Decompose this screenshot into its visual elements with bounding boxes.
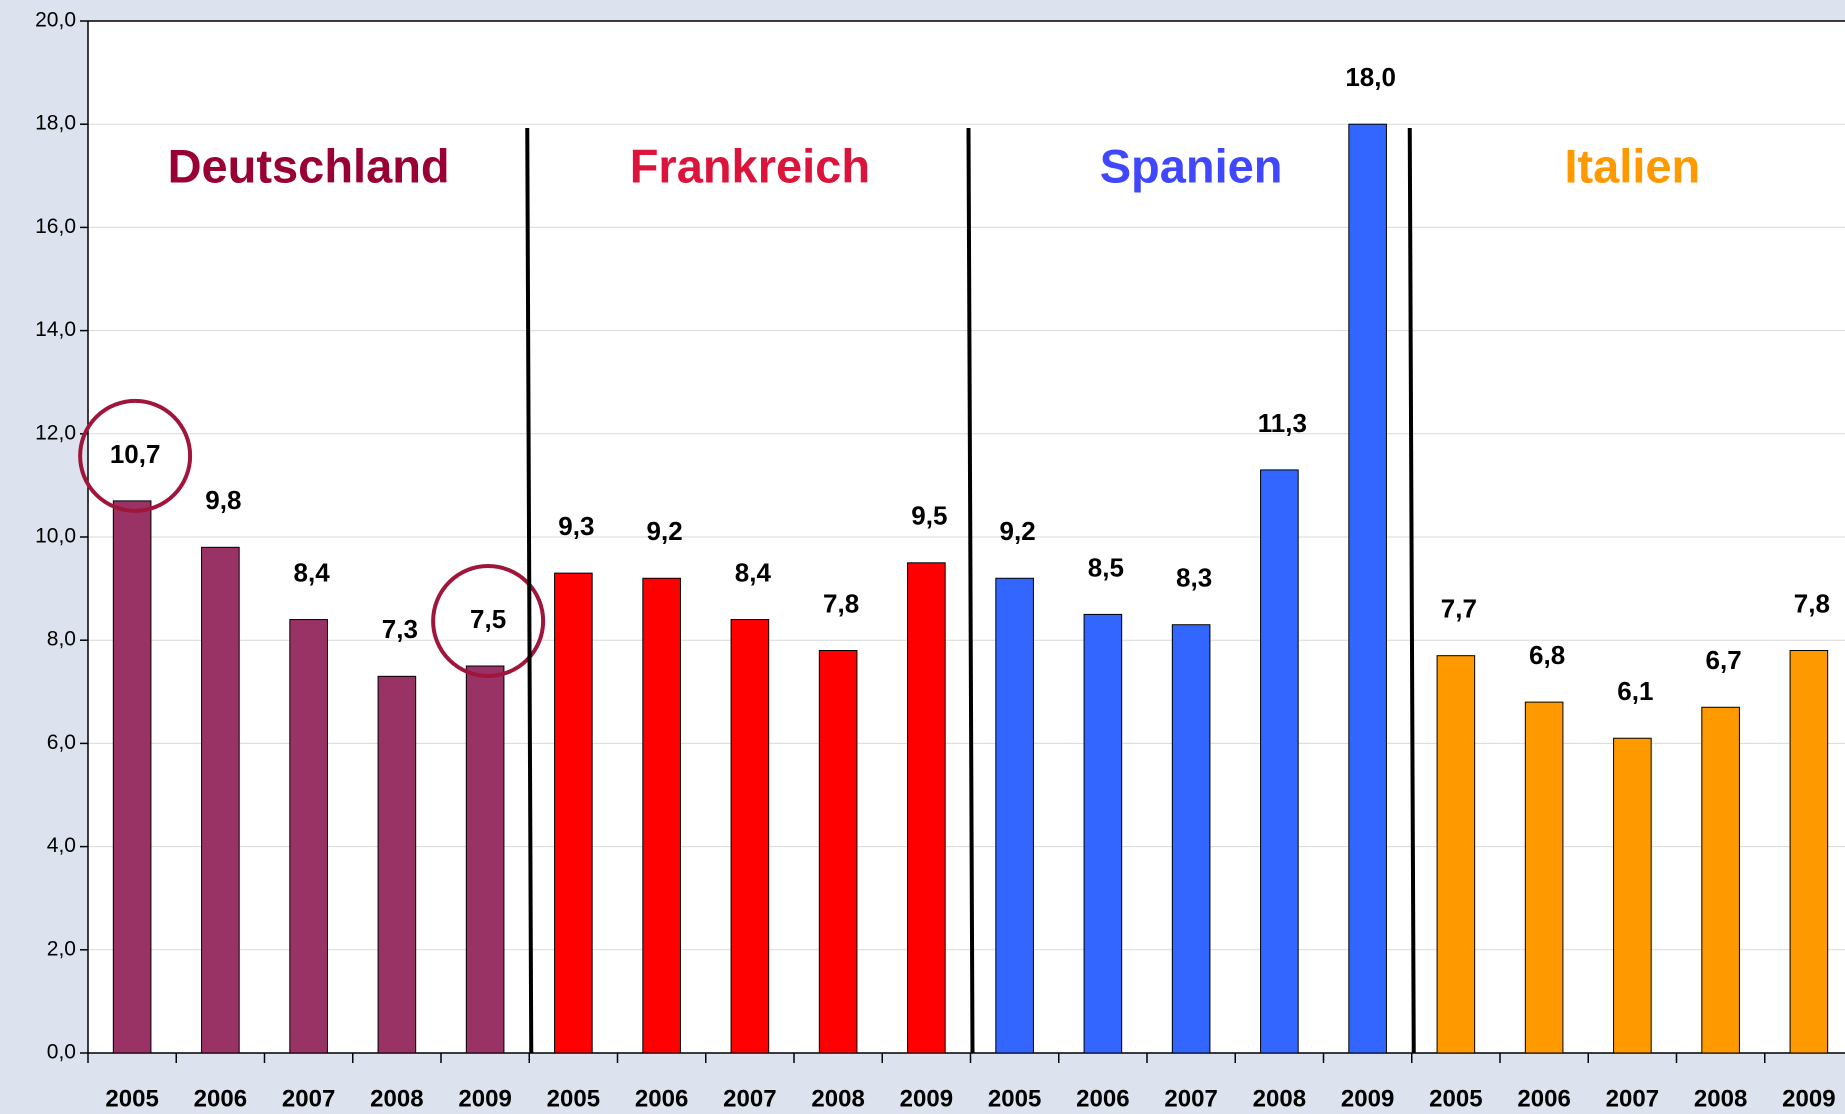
- bar: [112, 500, 152, 1054]
- bar: [995, 577, 1034, 1054]
- bar: [1171, 624, 1211, 1054]
- value-label: 11,3: [1258, 408, 1307, 438]
- bar: [907, 562, 946, 1054]
- bar: [377, 675, 417, 1054]
- value-label: 10,7: [110, 439, 161, 469]
- value-label: 18,0: [1345, 62, 1396, 92]
- bar: [1260, 469, 1299, 1054]
- value-label: 7,8: [1794, 588, 1830, 618]
- x-tick-label: 2008: [811, 1085, 864, 1112]
- x-tick-label: 2005: [988, 1085, 1041, 1112]
- y-tick-label: 4,0: [47, 834, 76, 857]
- group-label: Frankreich: [630, 139, 870, 192]
- y-tick-label: 20,0: [35, 9, 76, 32]
- bar: [465, 665, 505, 1054]
- bar: [201, 546, 240, 1054]
- bar: [1436, 655, 1476, 1054]
- bar: [818, 650, 858, 1054]
- group-label: Italien: [1564, 139, 1700, 192]
- x-tick-label: 2008: [1694, 1085, 1747, 1112]
- group-separator: [525, 127, 534, 1054]
- bar: [1613, 737, 1652, 1054]
- x-tick-label: 2005: [1429, 1085, 1482, 1112]
- value-label: 9,8: [205, 485, 241, 515]
- value-label: 7,3: [382, 614, 418, 644]
- y-tick-label: 18,0: [35, 112, 76, 135]
- value-label: 7,7: [1441, 594, 1477, 624]
- bar: [289, 619, 328, 1054]
- x-tick-label: 2007: [282, 1085, 335, 1112]
- value-label: 7,5: [470, 604, 506, 634]
- bar: [1083, 613, 1123, 1054]
- value-label: 8,4: [735, 557, 772, 587]
- x-tick-label: 2005: [547, 1085, 600, 1112]
- y-tick-label: 12,0: [35, 421, 76, 444]
- bar: [1348, 123, 1387, 1054]
- bar: [554, 572, 593, 1054]
- y-tick-label: 8,0: [47, 628, 76, 651]
- y-tick-label: 14,0: [35, 318, 76, 341]
- group-separator: [1407, 127, 1416, 1054]
- group-separator: [966, 127, 975, 1054]
- value-label: 8,4: [294, 557, 331, 587]
- x-tick-label: 2007: [1606, 1085, 1659, 1112]
- x-tick-label: 2008: [1253, 1085, 1306, 1112]
- value-label: 9,2: [1000, 516, 1036, 546]
- bar: [1701, 706, 1740, 1054]
- x-tick-label: 2007: [723, 1085, 776, 1112]
- bar: [1789, 650, 1829, 1054]
- y-tick-label: 0,0: [47, 1041, 76, 1064]
- x-tick-label: 2009: [458, 1085, 511, 1112]
- y-tick-label: 16,0: [35, 215, 76, 238]
- bar: [1524, 701, 1564, 1054]
- value-label: 7,8: [823, 588, 859, 618]
- value-label: 8,3: [1176, 563, 1212, 593]
- bar: [730, 619, 770, 1054]
- value-label: 6,1: [1617, 676, 1653, 706]
- value-label: 8,5: [1088, 552, 1124, 582]
- x-tick-label: 2006: [635, 1085, 688, 1112]
- highlight-circle: [431, 564, 546, 678]
- x-tick-label: 2005: [105, 1085, 158, 1112]
- group-label: Deutschland: [168, 139, 450, 192]
- x-tick-label: 2009: [1782, 1085, 1835, 1112]
- value-label: 6,8: [1529, 640, 1565, 670]
- value-label: 6,7: [1706, 645, 1742, 675]
- x-tick-label: 2006: [194, 1085, 247, 1112]
- highlight-circle: [78, 398, 193, 513]
- value-label: 9,5: [911, 501, 947, 531]
- bar: [642, 577, 681, 1054]
- x-tick-label: 2008: [370, 1085, 423, 1112]
- value-label: 9,3: [558, 511, 594, 541]
- y-tick-label: 2,0: [47, 937, 76, 960]
- x-tick-label: 2006: [1517, 1085, 1570, 1112]
- x-tick-label: 2009: [1341, 1085, 1394, 1112]
- x-tick-label: 2006: [1076, 1085, 1129, 1112]
- x-tick-label: 2009: [900, 1085, 953, 1112]
- x-tick-label: 2007: [1164, 1085, 1217, 1112]
- value-label: 9,2: [647, 516, 683, 546]
- group-label: Spanien: [1100, 139, 1283, 192]
- y-tick-label: 6,0: [47, 731, 76, 754]
- y-tick-label: 10,0: [35, 525, 76, 548]
